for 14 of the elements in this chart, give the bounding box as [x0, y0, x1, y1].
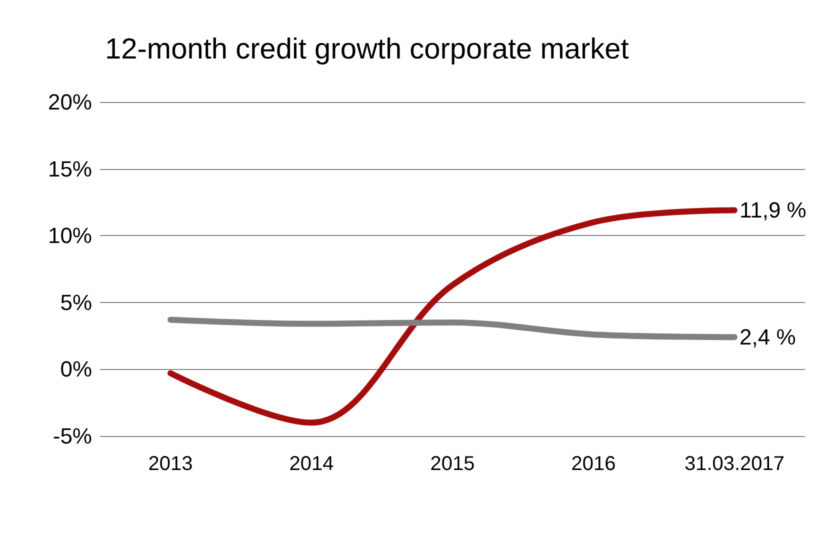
x-tick-label: 31.03.2017 — [684, 453, 785, 475]
y-tick-label: 0% — [60, 356, 92, 382]
y-tick-label: 20% — [48, 90, 92, 114]
x-tick-label: 2013 — [148, 453, 193, 475]
x-tick-label: 2014 — [289, 453, 334, 475]
y-tick-label: 10% — [48, 223, 92, 248]
y-tick-label: -5% — [52, 424, 92, 448]
x-tick-label: 2015 — [430, 453, 475, 475]
y-tick-label: 5% — [60, 290, 92, 315]
data-label: 2,4 % — [740, 324, 796, 350]
y-tick-label: 15% — [48, 156, 92, 182]
chart-title: 12-month credit growth corporate market — [105, 34, 629, 66]
x-tick-label: 2016 — [571, 453, 616, 475]
data-label: 11,9 % — [740, 198, 806, 223]
